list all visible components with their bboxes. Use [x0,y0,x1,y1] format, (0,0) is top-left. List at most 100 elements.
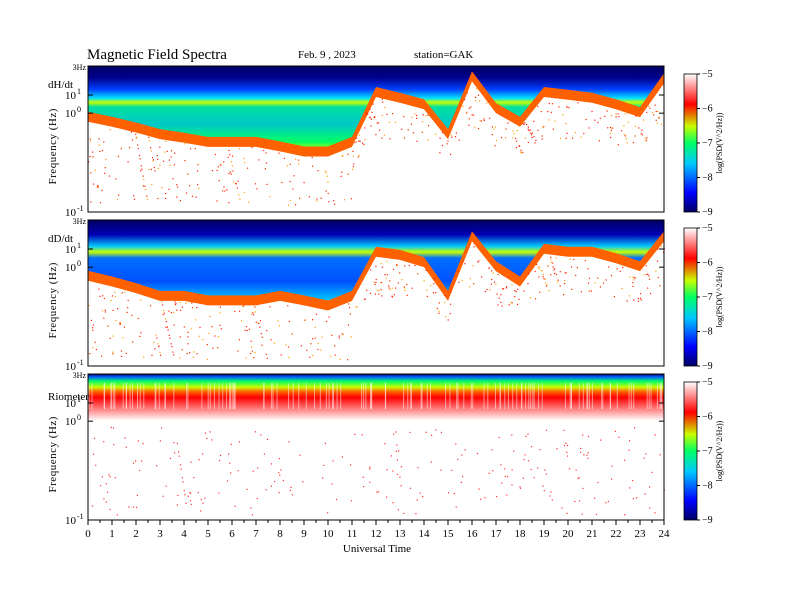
noise-speckle [547,111,549,113]
noise-speckle [153,167,155,169]
noise-speckle [302,481,304,483]
noise-speckle [107,325,109,327]
noise-speckle [88,161,90,163]
noise-speckle [407,129,409,131]
noise-speckle [253,314,255,316]
streak [122,382,124,410]
noise-speckle [363,143,365,146]
noise-speckle [367,113,369,115]
noise-speckle [638,127,640,129]
noise-speckle [566,106,568,108]
noise-speckle [624,459,626,461]
streak [470,382,472,410]
noise-speckle [269,306,271,308]
noise-speckle [614,430,617,432]
noise-speckle [117,308,119,310]
noise-speckle [248,201,250,203]
colorbar-tick-label: −5 [702,69,713,80]
noise-speckle [510,301,512,304]
noise-speckle [123,326,125,328]
noise-speckle [162,314,164,316]
noise-speckle [512,130,514,132]
noise-speckle [505,128,507,130]
noise-speckle [285,344,287,346]
noise-speckle [177,186,179,188]
noise-speckle [238,148,241,150]
noise-speckle [640,293,642,295]
noise-speckle [508,304,510,306]
streak [328,382,330,410]
noise-speckle [513,133,515,135]
noise-speckle [243,191,245,193]
noise-speckle [260,333,262,335]
x-tick-label: 8 [277,528,283,540]
noise-speckle [101,189,103,192]
noise-speckle [258,159,260,161]
noise-speckle [403,512,405,514]
noise-speckle [397,509,399,511]
noise-speckle [116,514,118,516]
noise-speckle [632,282,634,284]
noise-speckle [556,281,558,283]
noise-speckle [438,302,440,304]
noise-speckle [143,356,145,358]
noise-speckle [159,146,161,148]
noise-speckle [513,450,515,452]
noise-speckle [156,465,158,467]
noise-speckle [109,476,111,478]
noise-speckle [358,154,360,156]
noise-speckle [209,431,211,433]
noise-speckle [390,455,392,457]
noise-speckle [107,491,109,493]
noise-speckle [374,116,376,118]
noise-speckle [140,165,142,167]
noise-speckle [639,297,641,299]
noise-speckle [304,319,306,321]
noise-speckle [314,326,316,328]
noise-speckle [189,352,191,354]
noise-speckle [514,290,516,292]
noise-speckle [621,288,623,290]
streak [449,382,451,410]
chart-date: Feb. 9 , 2023 [298,49,356,61]
noise-speckle [511,434,513,436]
noise-speckle [527,460,530,462]
noise-speckle [186,352,188,355]
noise-speckle [659,454,661,456]
noise-speckle [567,455,569,457]
noise-speckle [310,343,312,345]
noise-speckle [436,307,438,310]
noise-speckle [475,96,477,98]
x-tick-label: 2 [133,528,139,540]
noise-speckle [91,505,94,507]
noise-speckle [238,339,241,341]
noise-speckle [281,181,283,184]
noise-speckle [395,450,397,452]
noise-speckle [237,470,239,472]
noise-speckle [165,321,167,323]
noise-speckle [396,473,399,475]
noise-speckle [386,496,388,498]
noise-speckle [248,328,250,330]
streak [616,382,618,410]
colorbar [683,227,698,367]
noise-speckle [244,162,246,164]
noise-speckle [542,485,544,487]
streak [272,382,274,410]
streak [512,382,514,410]
noise-speckle [250,346,252,348]
noise-speckle [189,491,191,494]
noise-speckle [547,265,549,267]
noise-speckle [356,137,358,139]
noise-speckle [164,151,166,153]
noise-speckle [238,441,241,443]
noise-speckle [349,313,351,315]
noise-speckle [219,164,221,166]
noise-speckle [497,274,499,276]
noise-speckle [178,455,180,457]
noise-speckle [548,102,550,105]
noise-speckle [158,345,160,347]
noise-speckle [299,454,301,456]
noise-speckle [568,468,571,470]
streak [472,382,474,410]
